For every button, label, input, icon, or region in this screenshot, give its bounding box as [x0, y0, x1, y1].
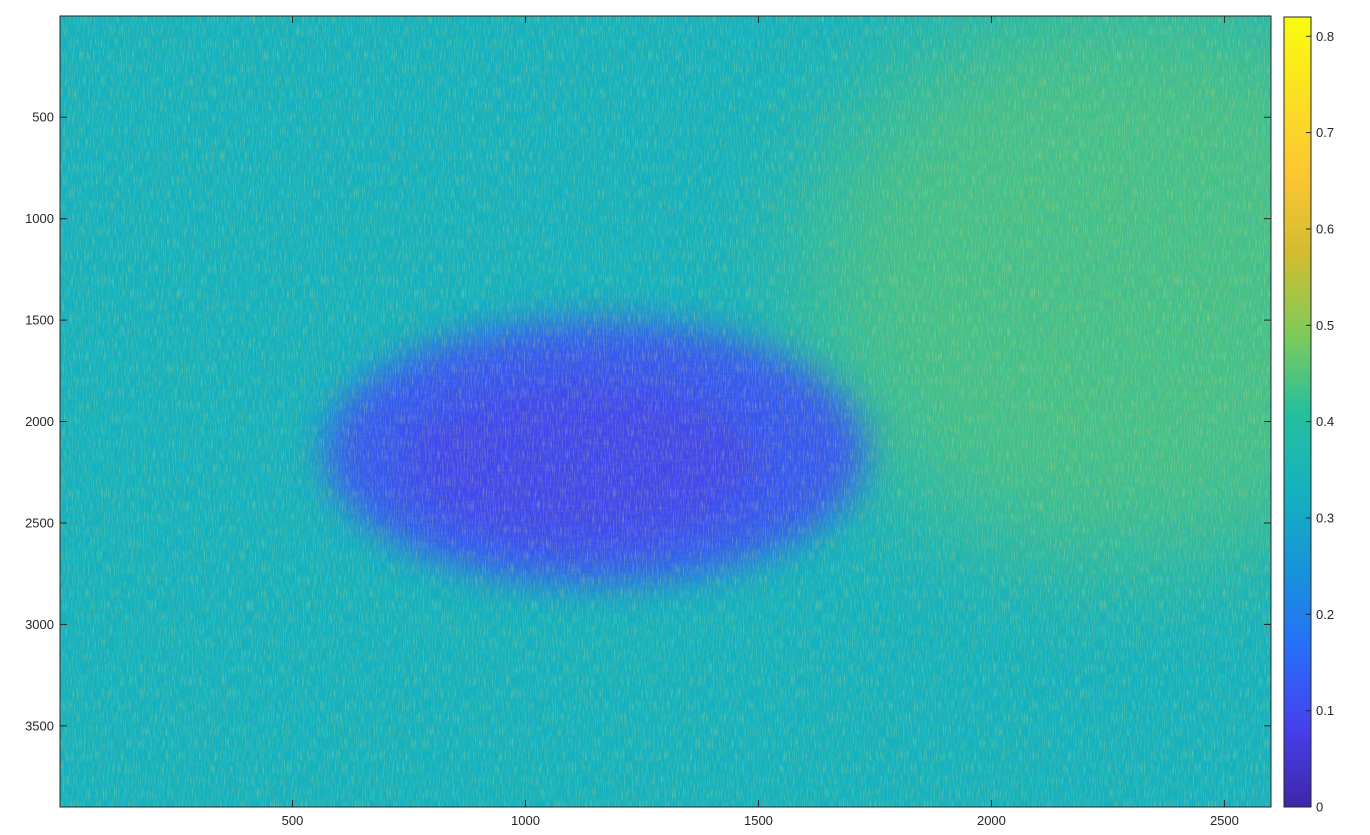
colorbar-tick-label: 0.7	[1316, 125, 1334, 140]
colorbar-axis: 0 0.1 0.2 0.3 0.4 0.5 0.6 0.7 0.8	[1306, 29, 1334, 815]
y-tick-label: 3500	[25, 718, 54, 733]
colorbar-tick-label: 0	[1316, 800, 1323, 815]
x-tick-label: 500	[282, 813, 304, 828]
plot-frame	[59, 15, 1272, 808]
colorbar-tick-label: 0.2	[1316, 607, 1334, 622]
plot-area	[60, 16, 1271, 807]
colorbar-tick-label: 0.1	[1316, 703, 1334, 718]
x-axis: 500 1000 1500 2000 2500	[282, 16, 1239, 828]
x-tick-label: 2000	[977, 813, 1006, 828]
y-tick-label: 2500	[25, 515, 54, 530]
colorbar-tick-label: 0.8	[1316, 29, 1334, 44]
y-tick-label: 3000	[25, 617, 54, 632]
colorbar	[1284, 17, 1311, 807]
colorbar-frame	[1283, 16, 1312, 808]
y-tick-label: 1500	[25, 313, 54, 328]
x-tick-label: 2500	[1210, 813, 1239, 828]
colorbar-tick-label: 0.6	[1316, 221, 1334, 236]
heatmap-texture	[60, 16, 1271, 807]
x-tick-label: 1000	[511, 813, 540, 828]
y-axis: 500 1000 1500 2000 2500 3000 3500	[25, 110, 1271, 733]
colorbar-tick-label: 0.3	[1316, 510, 1334, 525]
x-tick-label: 1500	[744, 813, 773, 828]
y-tick-label: 2000	[25, 414, 54, 429]
colorbar-tick-label: 0.5	[1316, 318, 1334, 333]
y-tick-label: 500	[32, 110, 54, 125]
y-tick-label: 1000	[25, 211, 54, 226]
colorbar-tick-label: 0.4	[1316, 414, 1334, 429]
